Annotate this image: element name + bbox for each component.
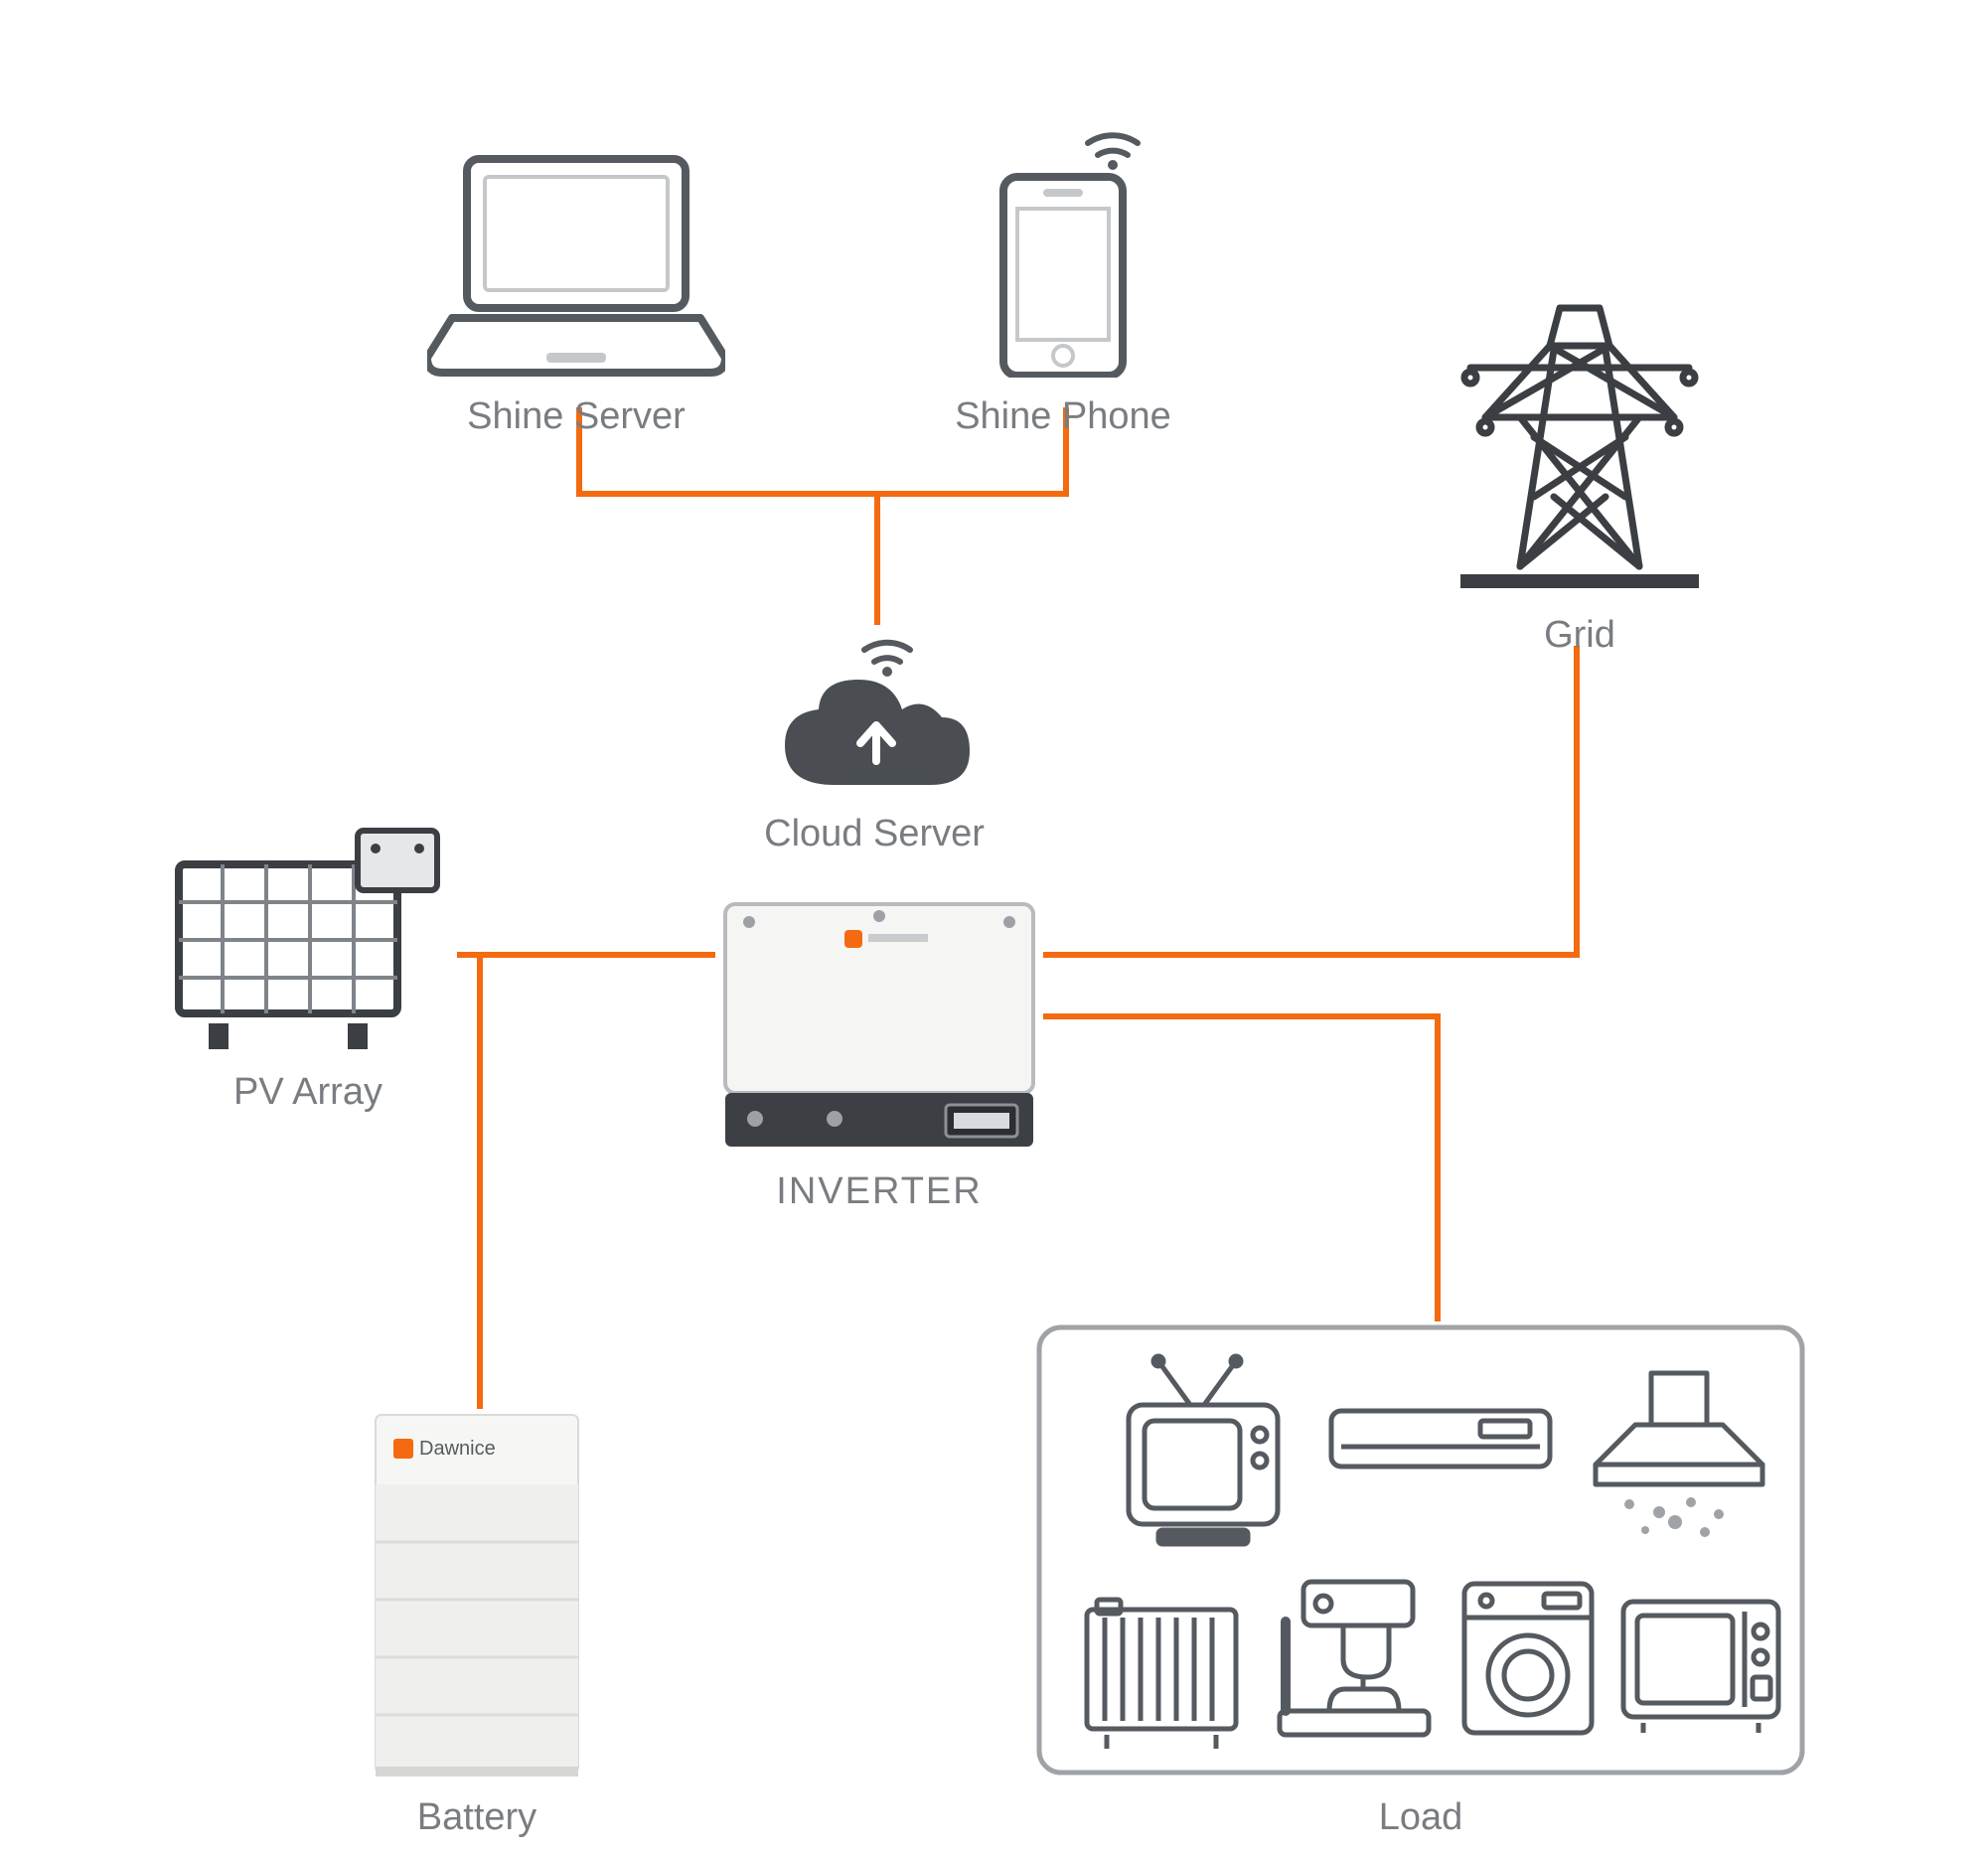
label-cloud-server: Cloud Server [764,813,985,855]
node-grid: Grid [1451,298,1709,657]
node-load: Load [1033,1321,1808,1839]
node-shine-server: Shine Server [427,149,725,438]
laptop-icon [427,149,725,378]
battery-brand-text: Dawnice [419,1438,496,1460]
battery-icon: Dawnice [368,1411,586,1779]
node-shine-phone: Shine Phone [984,119,1143,438]
node-inverter: INVERTER [715,894,1043,1213]
connection-segment [1043,952,1580,958]
label-inverter: INVERTER [776,1170,982,1213]
pv-array-icon [159,825,457,1053]
label-battery: Battery [417,1796,536,1839]
label-pv-array: PV Array [233,1071,382,1114]
node-cloud-server: Cloud Server [765,636,984,855]
label-shine-server: Shine Server [467,395,686,438]
connection-segment [477,952,483,1409]
connection-segment [576,491,1069,497]
label-grid: Grid [1544,614,1615,657]
grid-icon [1451,298,1709,596]
solar-system-diagram: Shine Server Shine Phone [0,0,1988,1856]
connection-segment [457,952,715,958]
node-battery: Dawnice Battery [368,1411,586,1839]
connection-segment [1574,646,1580,958]
label-load: Load [1379,1796,1463,1839]
connection-segment [874,491,880,625]
cloud-icon [765,636,984,795]
node-pv-array: PV Array [159,825,457,1114]
phone-icon [984,119,1143,378]
inverter-icon [715,894,1043,1153]
connection-segment [1043,1013,1441,1019]
label-shine-phone: Shine Phone [955,395,1171,438]
load-icon [1033,1321,1808,1779]
connection-segment [1435,1013,1441,1321]
